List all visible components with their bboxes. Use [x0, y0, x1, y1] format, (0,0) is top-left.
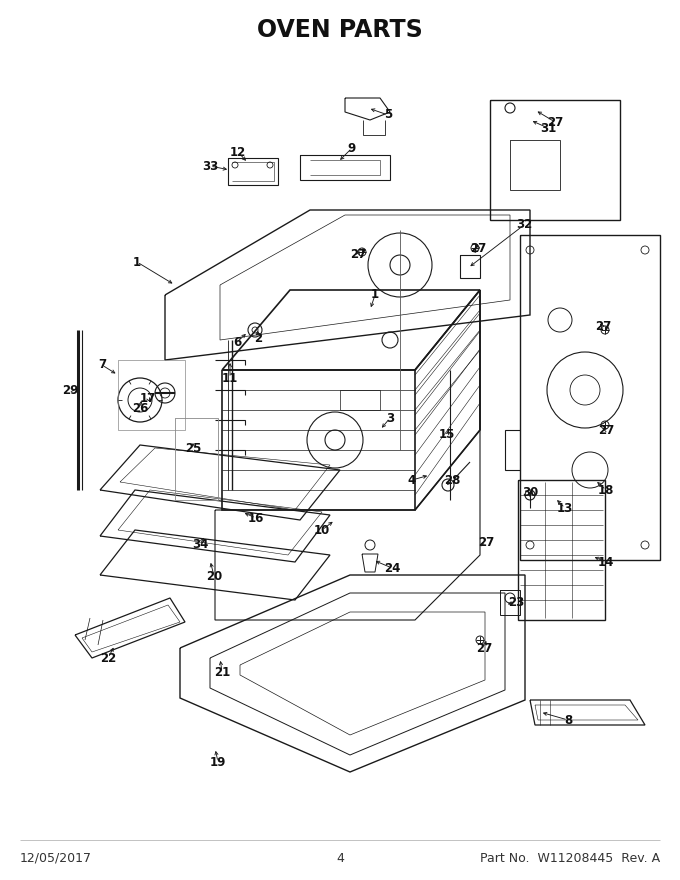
Text: 15: 15 — [439, 429, 455, 442]
Text: OVEN PARTS: OVEN PARTS — [257, 18, 423, 42]
Text: 28: 28 — [444, 473, 460, 487]
Text: 12/05/2017: 12/05/2017 — [20, 852, 92, 864]
Text: 27: 27 — [476, 642, 492, 655]
Text: 32: 32 — [516, 218, 532, 231]
Text: 6: 6 — [233, 335, 241, 348]
Text: 30: 30 — [522, 486, 538, 498]
Text: 27: 27 — [547, 115, 563, 128]
Text: 24: 24 — [384, 561, 401, 575]
Text: 25: 25 — [185, 442, 201, 454]
Text: 27: 27 — [350, 248, 366, 261]
Text: 3: 3 — [386, 412, 394, 424]
Text: 11: 11 — [222, 371, 238, 385]
Text: 26: 26 — [132, 401, 148, 414]
Text: 16: 16 — [248, 511, 265, 524]
Text: 1: 1 — [371, 289, 379, 302]
Text: 2: 2 — [254, 332, 262, 344]
Text: 31: 31 — [540, 121, 556, 135]
Text: 12: 12 — [230, 145, 246, 158]
Text: 21: 21 — [214, 665, 230, 678]
Text: 1: 1 — [133, 255, 141, 268]
Text: Part No.  W11208445  Rev. A: Part No. W11208445 Rev. A — [480, 852, 660, 864]
Text: 10: 10 — [314, 524, 330, 537]
Text: 4: 4 — [336, 852, 344, 864]
Text: 8: 8 — [564, 714, 572, 727]
Text: 23: 23 — [508, 596, 524, 608]
Text: 9: 9 — [348, 142, 356, 155]
Text: 14: 14 — [598, 555, 614, 568]
Text: 4: 4 — [408, 473, 416, 487]
Text: 22: 22 — [100, 651, 116, 664]
Text: 29: 29 — [62, 384, 78, 397]
Text: 27: 27 — [470, 241, 486, 254]
Text: 18: 18 — [598, 483, 614, 496]
Text: 19: 19 — [210, 756, 226, 768]
Text: 13: 13 — [557, 502, 573, 515]
Text: 27: 27 — [598, 423, 614, 436]
Text: 27: 27 — [478, 536, 494, 548]
Text: 33: 33 — [202, 159, 218, 172]
Text: 27: 27 — [595, 320, 611, 334]
Text: 20: 20 — [206, 569, 222, 583]
Text: 7: 7 — [98, 358, 106, 371]
Text: 5: 5 — [384, 108, 392, 121]
Text: 34: 34 — [192, 539, 208, 552]
Text: 17: 17 — [140, 392, 156, 405]
